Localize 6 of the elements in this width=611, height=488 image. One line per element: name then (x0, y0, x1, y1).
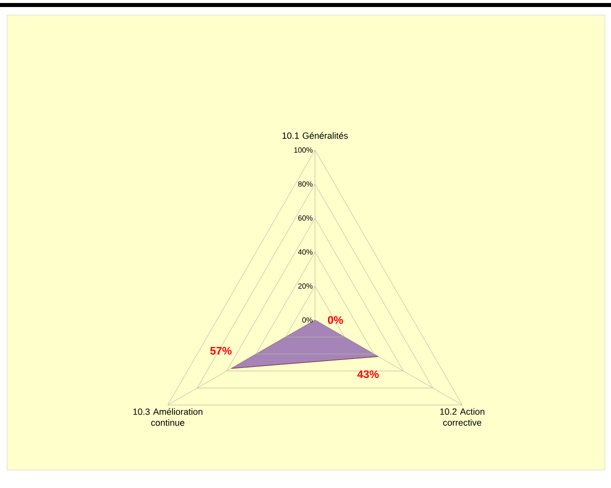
spoke-label: 10.1 Généralités (282, 132, 348, 139)
data-label: 0% (328, 316, 344, 324)
spoke-label: 10.2 Action corrective (440, 408, 484, 426)
data-label: 43% (357, 370, 379, 378)
spoke-label: 10.3 Amélioration continue (133, 408, 202, 426)
data-label: 57% (210, 346, 232, 355)
